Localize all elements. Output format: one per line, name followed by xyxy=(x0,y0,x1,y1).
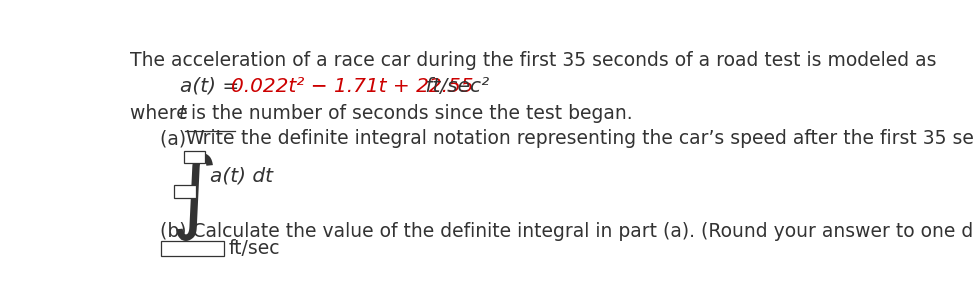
Text: a(t) =: a(t) = xyxy=(180,77,245,96)
Text: the definite integral notation representing the car’s speed after the first 35 s: the definite integral notation represent… xyxy=(235,129,974,148)
Text: The acceleration of a race car during the first 35 seconds of a road test is mod: The acceleration of a race car during th… xyxy=(130,50,936,69)
Text: a(t) dt: a(t) dt xyxy=(210,166,273,185)
Text: $\int$: $\int$ xyxy=(169,151,213,243)
Bar xyxy=(174,185,196,198)
Text: where: where xyxy=(130,104,193,124)
Text: Write: Write xyxy=(185,129,235,148)
Text: (a): (a) xyxy=(161,129,193,148)
Text: ft/sec²: ft/sec² xyxy=(419,77,489,96)
Text: (b) Calculate the value of the definite integral in part (a). (Round your answer: (b) Calculate the value of the definite … xyxy=(161,222,974,241)
Text: ft/sec: ft/sec xyxy=(229,239,281,258)
Bar xyxy=(184,151,206,163)
Text: t: t xyxy=(179,104,186,124)
Text: is the number of seconds since the test began.: is the number of seconds since the test … xyxy=(185,104,632,124)
Text: 0.022t² − 1.71t + 22.55: 0.022t² − 1.71t + 22.55 xyxy=(231,77,473,96)
Bar xyxy=(161,241,224,256)
